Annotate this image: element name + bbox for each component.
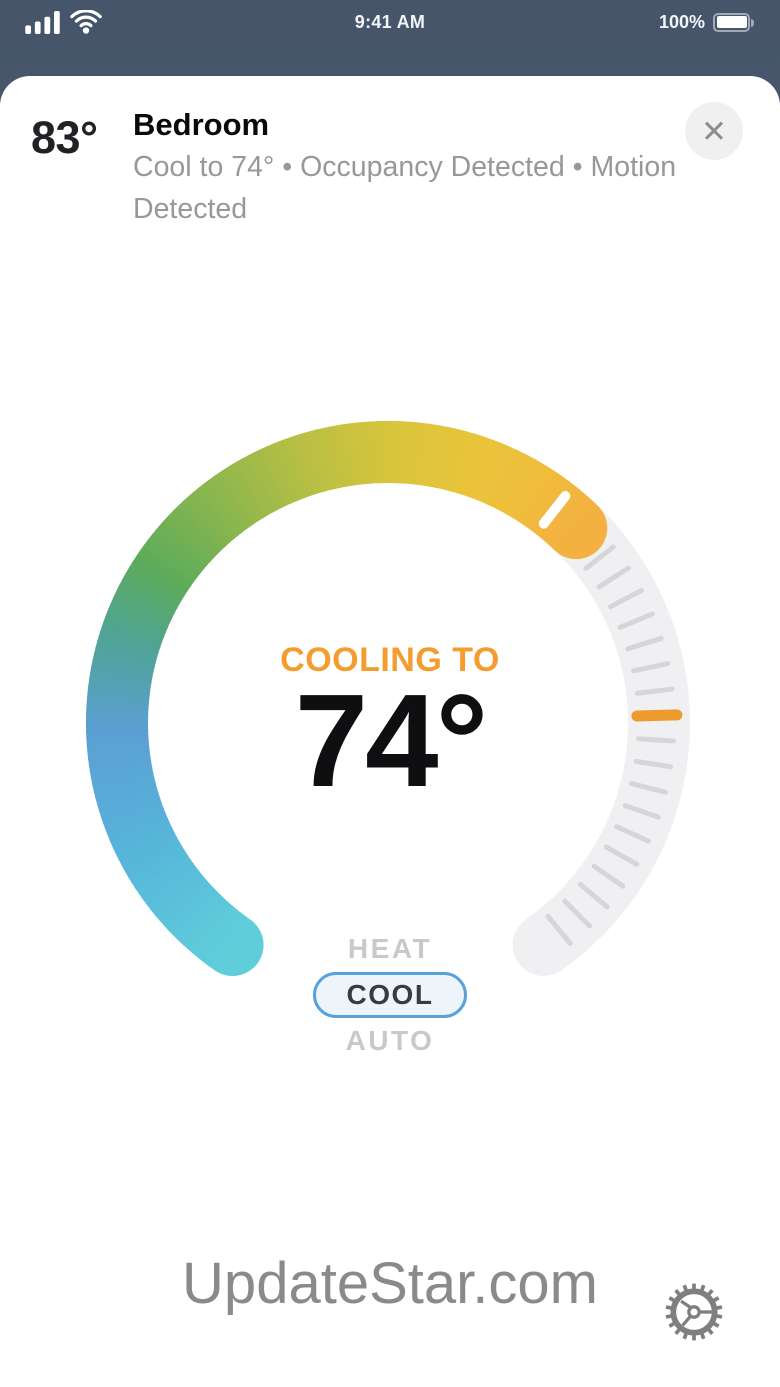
close-icon: ✕ — [701, 113, 727, 149]
status-bar-right: 100% — [659, 12, 755, 33]
status-bar-left — [25, 10, 102, 34]
status-time: 9:41 AM — [354, 12, 426, 32]
status-bar: 9:41 AM 100% — [0, 0, 780, 44]
current-temperature: 83° — [31, 112, 98, 163]
close-button[interactable]: ✕ — [685, 102, 743, 160]
watermark-text: UpdateStar.com — [182, 1251, 598, 1316]
dial-state-label: COOLING TO — [280, 641, 500, 679]
wifi-icon — [70, 10, 102, 34]
cellular-signal-icon — [25, 10, 60, 34]
gear-icon — [665, 1283, 723, 1341]
mode-heat[interactable]: HEAT — [347, 933, 433, 964]
status-line: Cool to 74° • Occupancy Detected • Motio… — [133, 151, 677, 225]
mode-cool-label: COOL — [346, 979, 434, 1010]
mode-auto[interactable]: AUTO — [345, 1025, 435, 1056]
room-name: Bedroom — [133, 107, 270, 142]
battery-icon — [713, 12, 754, 32]
mode-cool[interactable]: COOL — [313, 972, 467, 1018]
battery-percent: 100% — [658, 11, 705, 32]
dial-setpoint: 74° — [294, 667, 489, 814]
